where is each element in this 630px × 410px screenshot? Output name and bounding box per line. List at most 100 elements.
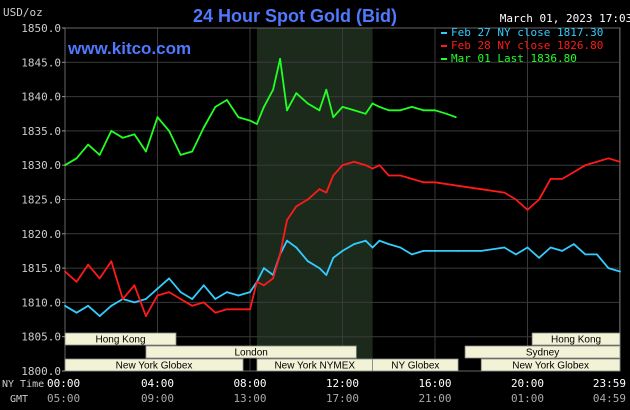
series-1-point <box>584 253 587 256</box>
series-3-point <box>306 102 309 105</box>
x-tick-label-gmt: 17:00 <box>326 392 359 405</box>
series-2-point <box>145 315 147 318</box>
series-3-point <box>179 154 182 156</box>
kitco-watermark[interactable]: www.kitco.com <box>67 39 191 58</box>
session-bar <box>480 358 621 372</box>
series-2-point <box>561 178 564 180</box>
series-3-point <box>445 112 448 115</box>
series-2-point <box>191 304 194 307</box>
series-1-point <box>87 304 90 307</box>
series-2-point <box>87 263 90 266</box>
series-2-point <box>214 311 217 314</box>
series-1-point <box>561 250 564 252</box>
series-2-point <box>237 308 240 311</box>
series-2-point <box>179 298 182 300</box>
unit-label: USD/oz <box>3 6 43 19</box>
series-2-point <box>410 178 413 180</box>
series-2-point <box>272 277 275 280</box>
series-2-point <box>607 157 610 160</box>
series-3-point <box>202 126 205 129</box>
series-3-point <box>262 105 265 108</box>
y-tick-label: 1820.0 <box>21 228 61 241</box>
series-1-point <box>237 294 240 297</box>
x-tick-label-gmt: 01:00 <box>511 392 544 405</box>
series-2-point <box>121 298 124 300</box>
series-1-point <box>202 284 205 287</box>
series-2-point <box>371 167 374 170</box>
series-2-point <box>434 181 436 184</box>
x-tick-label-ny: 23:59 <box>593 377 626 390</box>
series-1-point <box>378 239 381 242</box>
series-2-point <box>332 174 335 177</box>
series-2-point <box>503 191 506 194</box>
session-bar <box>531 332 621 346</box>
series-3-point <box>145 150 147 153</box>
series-1-point <box>191 298 194 300</box>
x-tick-label-gmt: 05:00 <box>47 392 80 405</box>
series-1-point <box>98 315 101 318</box>
series-1-point <box>619 270 621 273</box>
series-2-point <box>168 291 170 294</box>
series-3-point <box>121 136 124 139</box>
series-1-point <box>341 250 344 252</box>
series-2-point <box>584 164 587 167</box>
x-tick-label-ny: 16:00 <box>418 377 451 390</box>
series-3-point <box>410 105 413 108</box>
series-2-point <box>378 164 381 167</box>
timestamp: March 01, 2023 17:03 <box>500 12 630 25</box>
session-label: Hong Kong <box>95 335 145 346</box>
series-1-point <box>607 267 610 269</box>
series-3-point <box>286 109 288 112</box>
x-axis: 00:00 05:00 04:00 09:00 08:00 13:00 12:00 17:00… <box>47 377 626 405</box>
session-label: New York NYMEX <box>274 361 355 372</box>
session-bars: Hong Kong Hong Kong London Sydney New York G… <box>64 332 621 372</box>
series-2-point <box>619 160 621 163</box>
y-tick-label: 1840.0 <box>21 91 61 104</box>
series-3-point <box>422 109 425 112</box>
series-1-point <box>572 243 575 245</box>
series-3-point <box>133 133 136 136</box>
chart-title: 24 Hour Spot Gold (Bid) <box>193 6 397 26</box>
series-2-point <box>341 164 344 167</box>
series-1-point <box>503 246 506 249</box>
series-1-point <box>353 243 355 245</box>
series-2-point <box>202 301 205 304</box>
series-3-point <box>364 112 367 115</box>
series-1-point <box>515 253 517 256</box>
series-3-point <box>279 57 281 60</box>
series-2-point <box>422 181 425 184</box>
series-1-point <box>318 267 321 269</box>
series-3-point <box>325 88 328 91</box>
series-2-point <box>295 205 298 208</box>
series-1-point <box>399 246 402 249</box>
series-1-point <box>225 291 228 294</box>
series-3-point <box>353 109 355 112</box>
x-tick-label-ny: 12:00 <box>326 377 359 390</box>
series-1-point <box>75 311 78 314</box>
series-1-point <box>364 239 367 242</box>
session-label: New York Globex <box>512 361 589 372</box>
series-1-point <box>422 250 425 252</box>
y-axis: 1800.0 1805.0 1810.0 1815.0 1820.0 1825.0 1830… <box>21 22 65 378</box>
series-2-point <box>387 174 390 177</box>
series-1-point <box>156 287 159 290</box>
series-3-point <box>225 99 228 101</box>
series-2-point <box>279 253 281 256</box>
y-tick-label: 1805.0 <box>21 331 61 344</box>
series-3-point <box>341 105 344 108</box>
session-label: NY Globex <box>391 361 439 372</box>
series-3-point <box>75 157 78 160</box>
series-2-point <box>515 198 517 201</box>
session-label: New York Globex <box>116 361 193 372</box>
series-2-point <box>572 171 575 173</box>
legend-entry: Feb 27 NY close 1817.30 <box>451 26 603 39</box>
x-tick-label-ny: 20:00 <box>511 377 544 390</box>
y-tick-label: 1850.0 <box>21 22 61 35</box>
session-label: Sydney <box>526 348 559 359</box>
session-bar <box>464 345 621 359</box>
series-3-point <box>256 123 258 125</box>
series-1-point <box>249 291 251 294</box>
